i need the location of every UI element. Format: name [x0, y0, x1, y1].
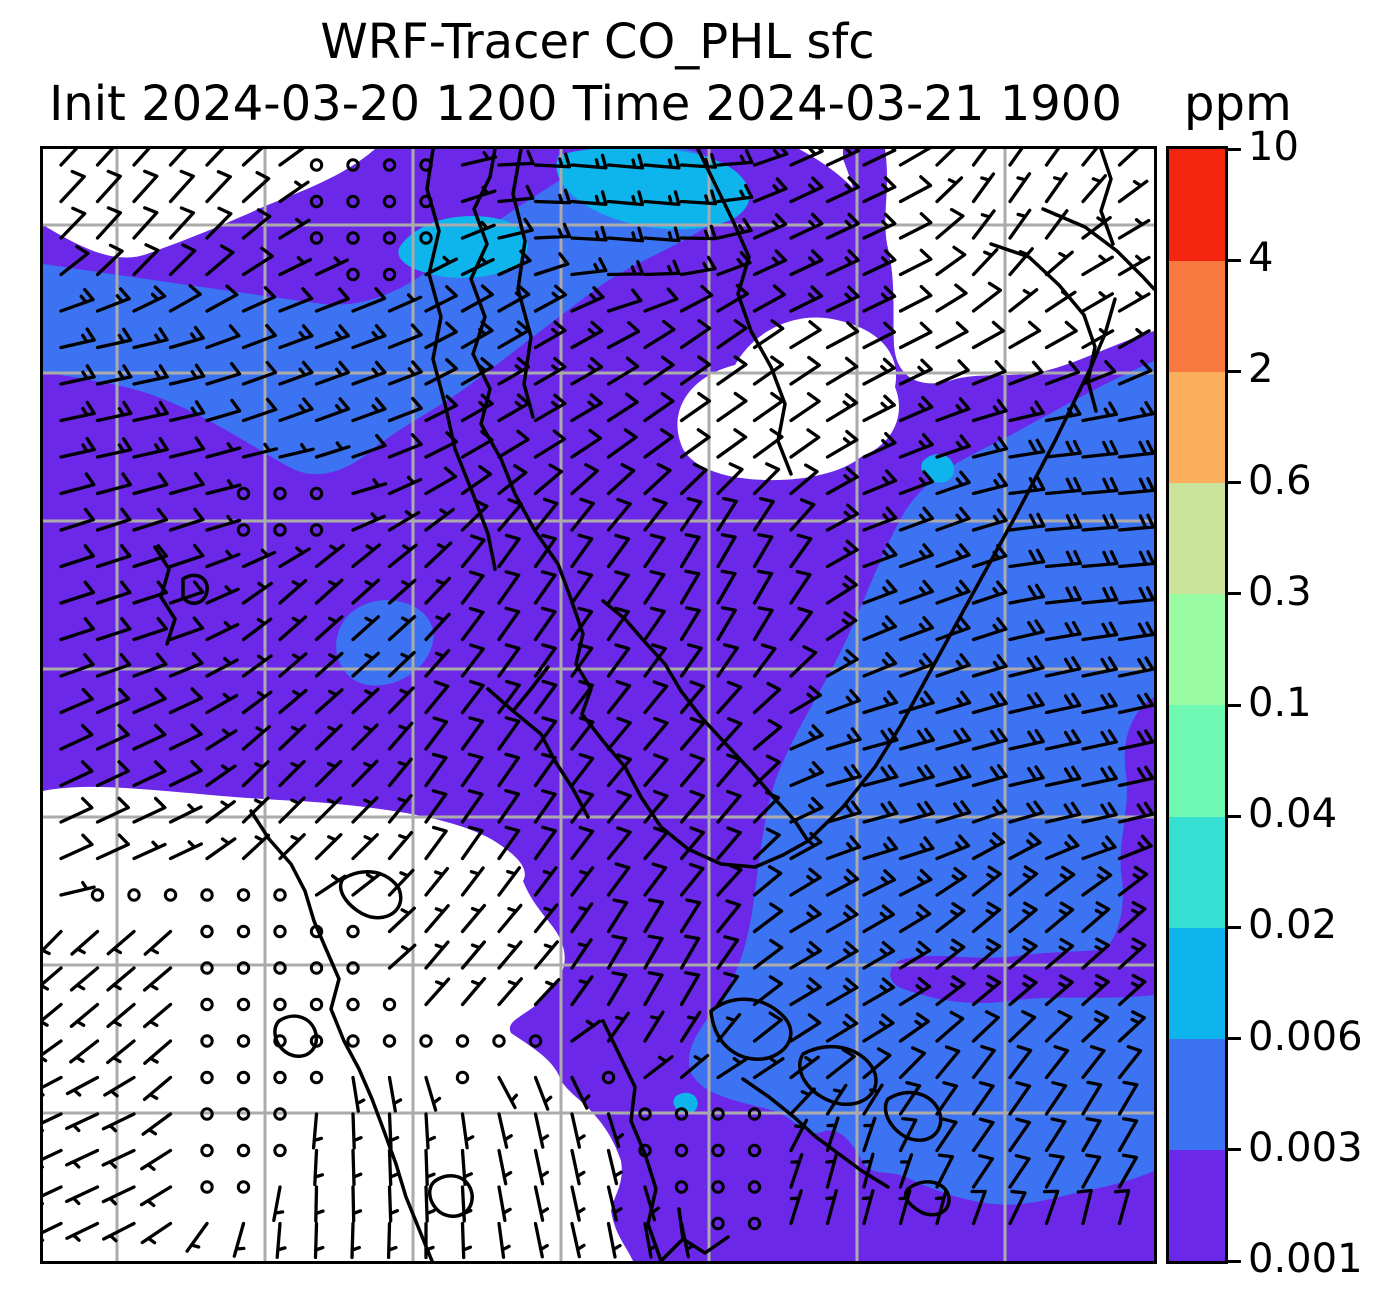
- colorbar-segment: [1169, 1038, 1225, 1151]
- wind-barbs: [43, 149, 1154, 1260]
- colorbar-tick-label: 0.1: [1248, 680, 1312, 727]
- colorbar-tick-label: 0.006: [1248, 1013, 1363, 1060]
- colorbar-tick-label: 0.02: [1248, 902, 1338, 949]
- colorbar: [1166, 146, 1228, 1264]
- colorbar-tick-label: 0.04: [1248, 791, 1338, 838]
- plot-title: WRF-Tracer CO_PHL sfc: [320, 14, 875, 70]
- colorbar-tick-label: 4: [1248, 235, 1274, 282]
- colorbar-segment: [1169, 260, 1225, 372]
- colorbar-units-label: ppm: [1184, 76, 1292, 132]
- colorbar-tick-label: 2: [1248, 346, 1274, 393]
- colorbar-tick-label: 0.6: [1248, 457, 1312, 504]
- colorbar-segment: [1169, 1149, 1225, 1262]
- colorbar-segment: [1169, 593, 1225, 706]
- colorbar-segment: [1169, 371, 1225, 484]
- colorbar-segment: [1169, 149, 1225, 261]
- plot-subtitle: Init 2024-03-20 1200 Time 2024-03-21 190…: [49, 76, 1122, 132]
- colorbar-tick-label: 0.001: [1248, 1236, 1363, 1283]
- fill-region-white-top-left: [43, 149, 375, 258]
- map-svg: [43, 149, 1154, 1261]
- coastlines-borders: [153, 149, 1154, 1261]
- colorbar-segment: [1169, 816, 1225, 928]
- fill-region-cyan-spot-a: [921, 454, 954, 483]
- colorbar-segment: [1169, 705, 1225, 817]
- colorbar-segment: [1169, 482, 1225, 595]
- colorbar-segment: [1169, 927, 1225, 1040]
- colorbar-tick-label: 0.3: [1248, 568, 1312, 615]
- colorbar-tick-label: 0.003: [1248, 1124, 1363, 1171]
- map-panel: [40, 146, 1157, 1264]
- fill-region-white-top-right: [799, 149, 1154, 384]
